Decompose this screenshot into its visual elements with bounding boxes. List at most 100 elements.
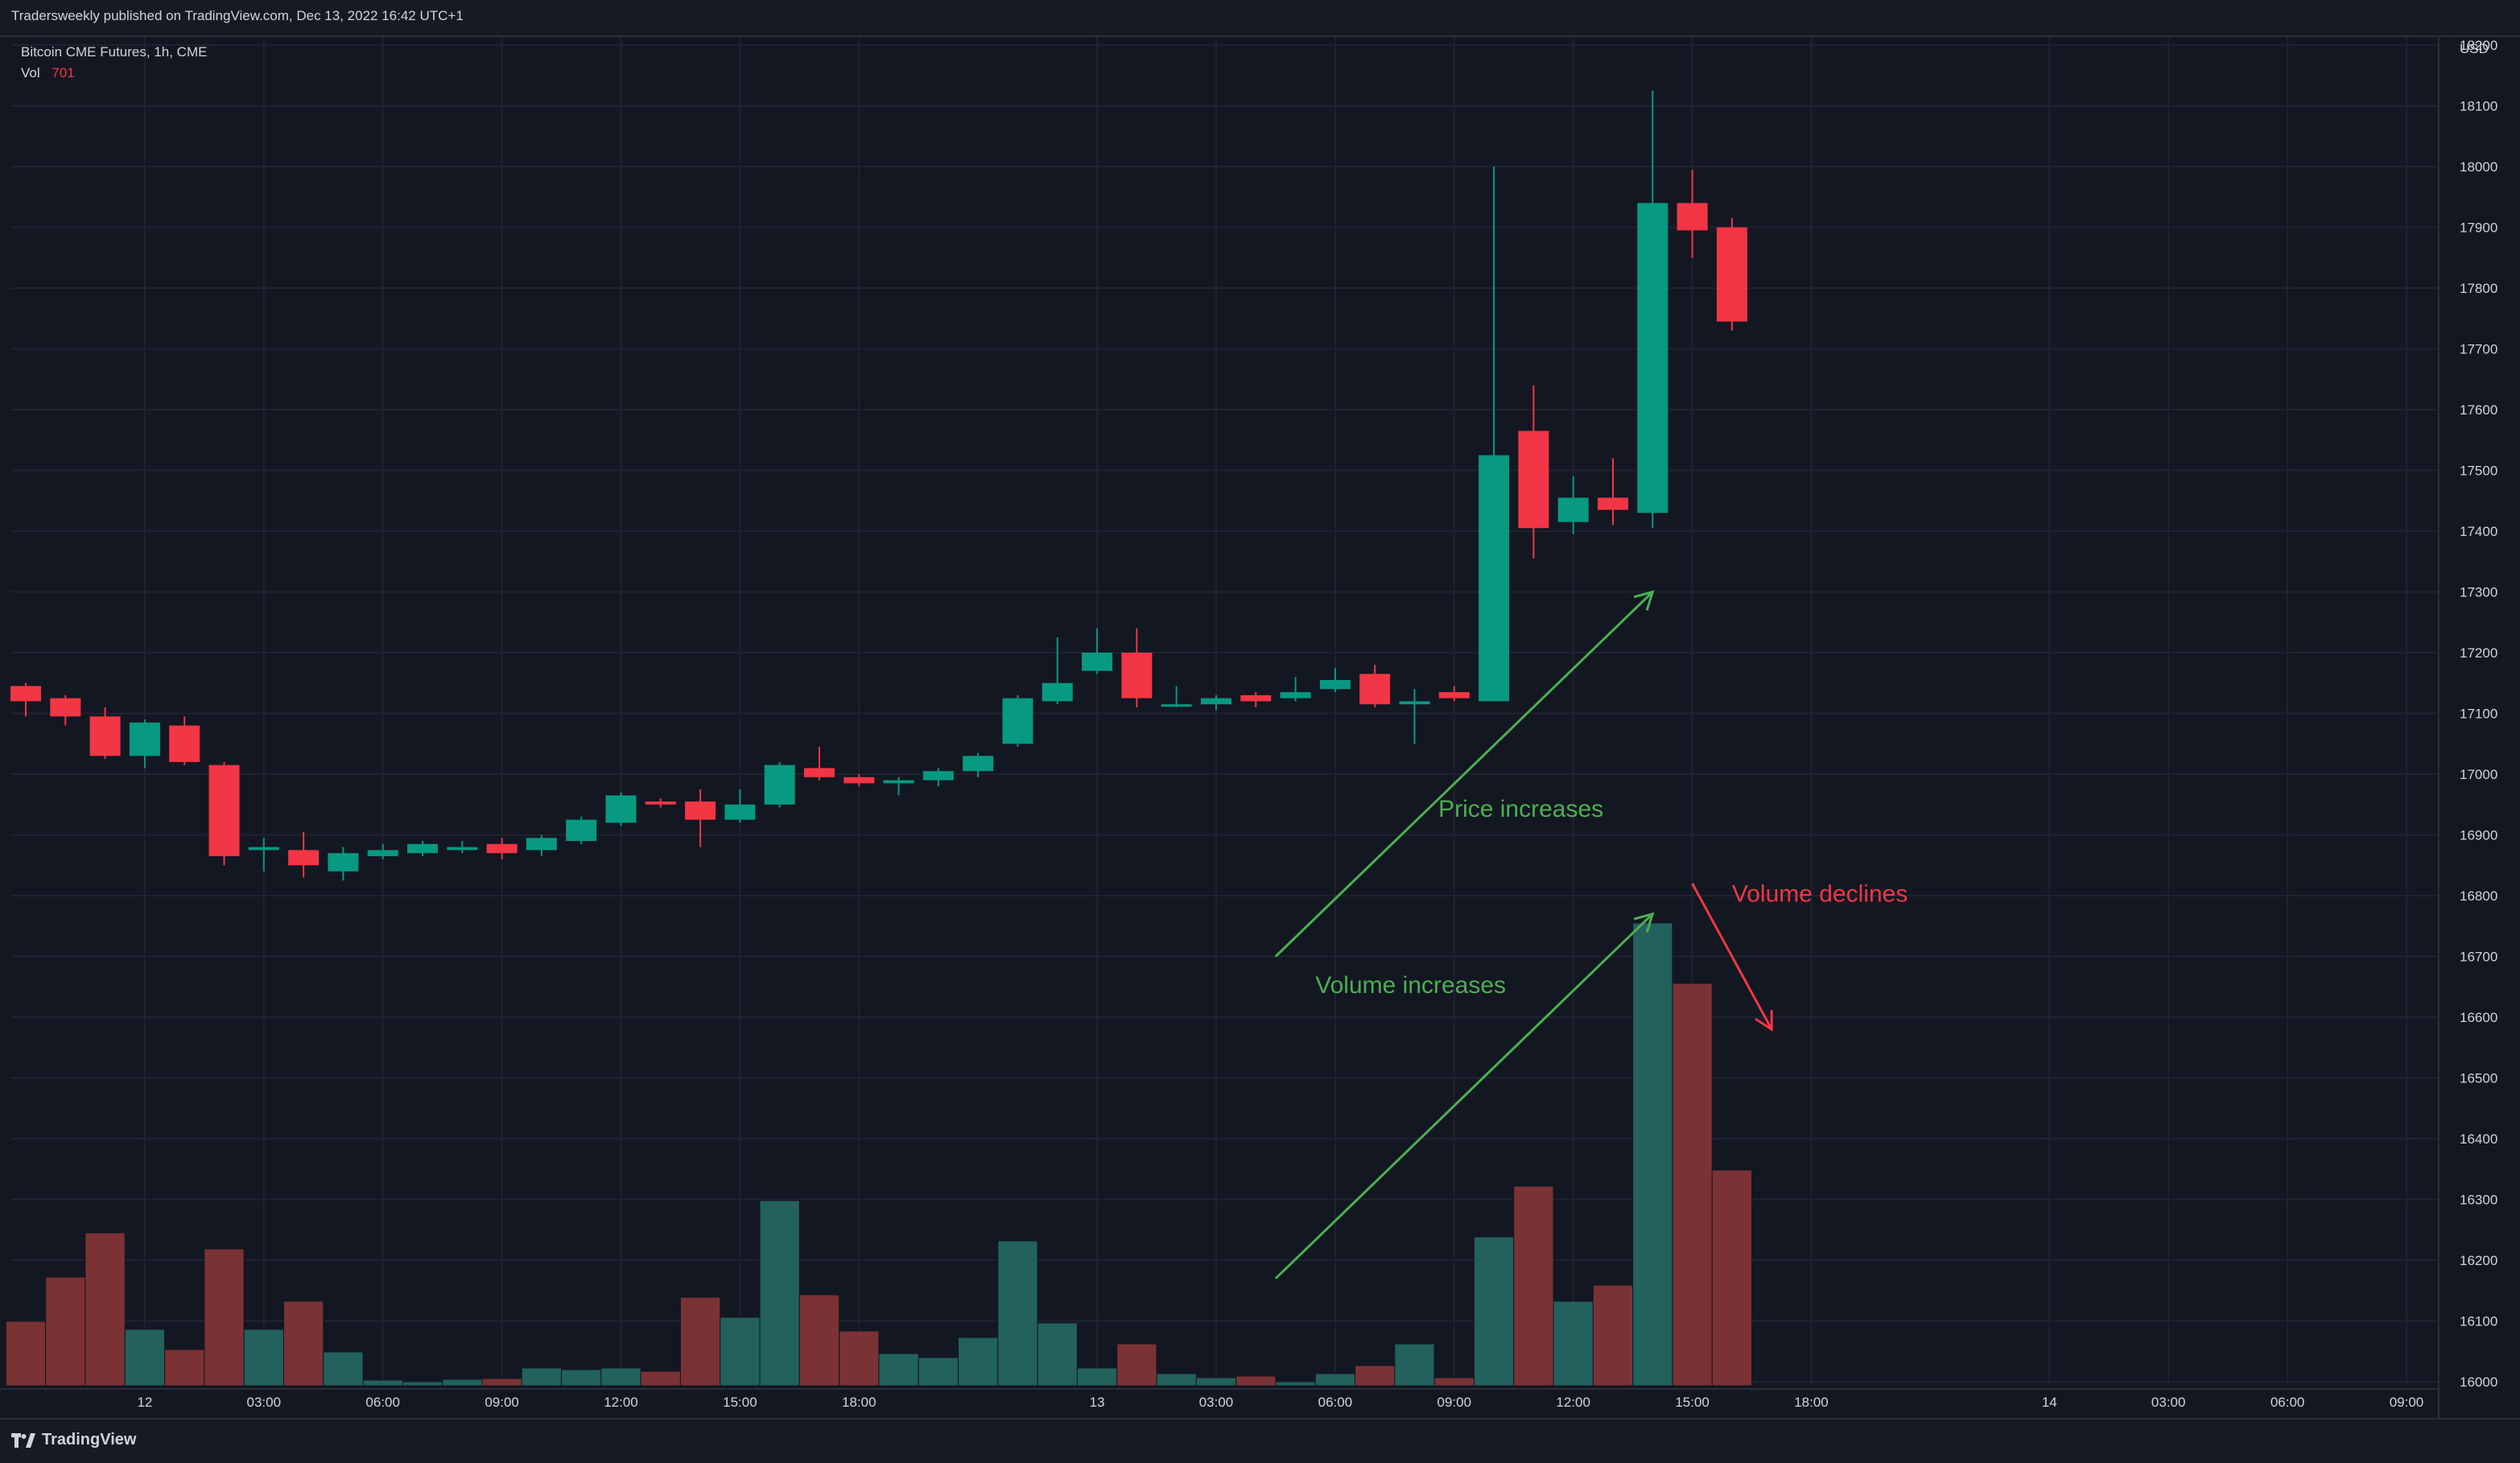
volume-bar bbox=[442, 1379, 483, 1387]
candle-body bbox=[1161, 704, 1192, 707]
candle-body bbox=[1002, 698, 1033, 744]
price-tick-label: 17300 bbox=[2460, 585, 2497, 600]
price-tick-label: 17100 bbox=[2460, 707, 2497, 722]
price-tick-label: 16500 bbox=[2460, 1071, 2497, 1086]
volume-bar bbox=[1355, 1365, 1396, 1387]
candle-body bbox=[645, 801, 676, 805]
volume-bar bbox=[1275, 1381, 1316, 1387]
candle-body bbox=[1677, 203, 1708, 231]
volume-bar bbox=[124, 1329, 166, 1387]
volume-bar bbox=[5, 1321, 47, 1387]
candle-body bbox=[1399, 701, 1430, 705]
candle-body bbox=[50, 698, 81, 717]
candle-body bbox=[1438, 692, 1470, 699]
time-tick-label: 13 bbox=[1090, 1395, 1105, 1410]
time-tick-label: 06:00 bbox=[1318, 1395, 1353, 1410]
price-tick-label: 16400 bbox=[2460, 1131, 2497, 1147]
candle-body bbox=[1557, 497, 1589, 522]
annotation-label: Price increases bbox=[1438, 796, 1603, 822]
price-tick-label: 18000 bbox=[2460, 159, 2497, 175]
annotation-arrow bbox=[1274, 591, 1654, 958]
price-tick-label: 16000 bbox=[2460, 1374, 2497, 1390]
candle-body bbox=[1201, 698, 1231, 705]
time-tick-label: 12 bbox=[137, 1395, 152, 1410]
price-tick-label: 17400 bbox=[2460, 524, 2497, 539]
volume-bar bbox=[402, 1381, 443, 1387]
volume-bar bbox=[1156, 1373, 1197, 1387]
candle-body bbox=[169, 725, 200, 762]
price-tick-label: 17000 bbox=[2460, 767, 2497, 782]
annotation-arrowhead bbox=[1633, 590, 1655, 611]
candle-body bbox=[1240, 694, 1272, 702]
time-tick-label: 15:00 bbox=[723, 1395, 757, 1410]
time-tick-label: 09:00 bbox=[2390, 1395, 2424, 1410]
volume-bar bbox=[323, 1351, 364, 1387]
volume-bar bbox=[1632, 922, 1673, 1387]
time-tick-label: 14 bbox=[2042, 1395, 2057, 1410]
candle-body bbox=[1359, 674, 1391, 705]
candle-body bbox=[685, 801, 716, 820]
volume-bar bbox=[640, 1370, 681, 1387]
volume-bar bbox=[839, 1330, 880, 1387]
time-tick-label: 15:00 bbox=[1675, 1395, 1710, 1410]
volume-value: 701 bbox=[52, 65, 75, 80]
volume-bar bbox=[1433, 1377, 1474, 1387]
candle-body bbox=[922, 771, 954, 781]
symbol-title[interactable]: Bitcoin CME Futures, 1h, CME bbox=[21, 44, 208, 60]
candle-body bbox=[804, 768, 835, 777]
candle-body bbox=[10, 686, 41, 702]
time-tick-label: 12:00 bbox=[1556, 1395, 1590, 1410]
volume-bar bbox=[997, 1240, 1038, 1387]
candle-body bbox=[447, 847, 478, 851]
volume-label: Vol bbox=[21, 65, 40, 80]
volume-bar bbox=[521, 1367, 563, 1387]
currency-label: USD bbox=[2460, 41, 2489, 56]
candle-body bbox=[1637, 203, 1668, 513]
price-tick-label: 17700 bbox=[2460, 342, 2497, 357]
volume-bar bbox=[481, 1378, 522, 1387]
candle-body bbox=[605, 795, 637, 823]
volume-bar bbox=[759, 1200, 800, 1387]
volume-bar bbox=[1711, 1169, 1753, 1387]
footer: TradingView bbox=[0, 1418, 2520, 1463]
price-tick-label: 16600 bbox=[2460, 1010, 2497, 1025]
candle-body bbox=[764, 764, 795, 805]
candle-body bbox=[407, 843, 438, 854]
volume-bar bbox=[1672, 983, 1713, 1387]
candle-body bbox=[1598, 497, 1628, 510]
annotation-label: Volume declines bbox=[1732, 881, 1908, 908]
volume-bar bbox=[1235, 1375, 1276, 1387]
volume-legend[interactable]: Vol 701 bbox=[21, 63, 207, 84]
candle-body bbox=[566, 819, 597, 842]
candle-body bbox=[963, 756, 994, 772]
volume-bar bbox=[1592, 1284, 1634, 1387]
price-tick-label: 18100 bbox=[2460, 99, 2497, 114]
candle-body bbox=[89, 716, 121, 756]
volume-bar bbox=[85, 1232, 126, 1387]
published-info: Tradersweekly published on TradingView.c… bbox=[11, 8, 464, 23]
volume-bar bbox=[918, 1357, 959, 1387]
time-tick-label: 03:00 bbox=[247, 1395, 282, 1410]
brand-name: TradingView bbox=[42, 1431, 137, 1449]
volume-bar bbox=[1037, 1322, 1078, 1387]
time-tick-label: 18:00 bbox=[842, 1395, 876, 1410]
price-tick-label: 16200 bbox=[2460, 1253, 2497, 1268]
candle-body bbox=[1041, 682, 1073, 702]
time-tick-label: 18:00 bbox=[1794, 1395, 1829, 1410]
price-tick-label: 16100 bbox=[2460, 1314, 2497, 1329]
volume-bar bbox=[1473, 1236, 1515, 1387]
time-tick-label: 03:00 bbox=[1199, 1395, 1234, 1410]
volume-bar bbox=[679, 1296, 721, 1387]
top-bar: Tradersweekly published on TradingView.c… bbox=[0, 0, 2520, 37]
volume-bar bbox=[1553, 1300, 1594, 1387]
candle-body bbox=[248, 847, 279, 851]
brand[interactable]: TradingView bbox=[11, 1431, 136, 1449]
price-tick-label: 17500 bbox=[2460, 464, 2497, 479]
price-tick-label: 18200 bbox=[2460, 38, 2497, 53]
annotation-arrow bbox=[1691, 883, 1773, 1030]
time-tick-label: 09:00 bbox=[1437, 1395, 1472, 1410]
price-tick-label: 17600 bbox=[2460, 402, 2497, 418]
candle-body bbox=[1319, 679, 1351, 690]
price-tick-label: 16800 bbox=[2460, 888, 2497, 904]
